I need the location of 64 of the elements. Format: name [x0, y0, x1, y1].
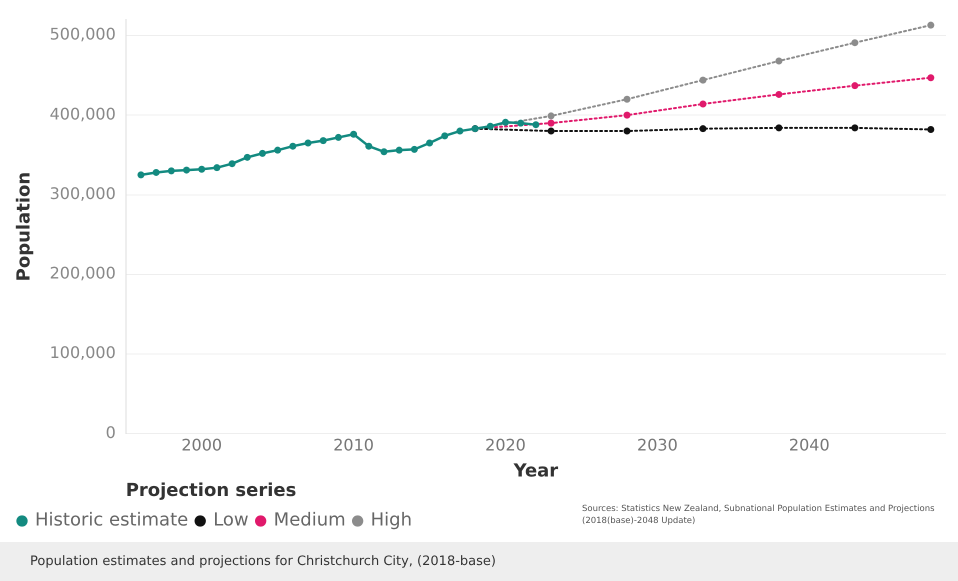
point [699, 76, 706, 84]
point [851, 39, 858, 46]
y-tick-label: 100,000 [50, 343, 116, 362]
point [274, 146, 282, 154]
point [775, 58, 782, 64]
point [152, 168, 160, 176]
text: Population estimates and projections for Christchurch City, (2018-base) [0, 542, 958, 581]
x-tick-label: 2000 [181, 435, 222, 454]
y-tick-label: 200,000 [50, 264, 116, 283]
point [927, 74, 934, 82]
point [699, 125, 706, 132]
point [334, 134, 342, 141]
y-axis-title: Population [13, 172, 34, 282]
point [548, 120, 555, 127]
legend-label: Low [213, 510, 249, 531]
point [624, 96, 631, 103]
point [775, 90, 782, 98]
point [213, 164, 220, 172]
x-tick-label: 2020 [485, 435, 526, 454]
point [228, 160, 236, 168]
point [548, 128, 555, 135]
point [198, 166, 206, 173]
point [365, 142, 372, 150]
point [350, 130, 358, 138]
point [517, 120, 524, 127]
point [532, 121, 540, 128]
y-tick-label: 300,000 [50, 184, 116, 203]
x-tick-label: 2040 [788, 435, 830, 454]
point [380, 148, 388, 156]
legend-title: Projection series [126, 480, 296, 502]
point [851, 82, 858, 90]
source-note: Sources: Statistics New Zealand, Subnational Population Estimates and Projections (2018(base)-2048 Update) [582, 503, 936, 527]
point [137, 171, 144, 178]
x-tick-label: 2030 [637, 435, 678, 454]
point [548, 112, 555, 120]
point [168, 167, 175, 174]
point [486, 122, 494, 130]
point [699, 100, 706, 108]
point [927, 126, 934, 133]
point [624, 128, 631, 135]
y-tick-label: 500,000 [50, 24, 116, 44]
point [927, 22, 934, 29]
point [183, 166, 190, 174]
point [426, 140, 434, 147]
point [502, 118, 510, 126]
point [775, 124, 782, 132]
point [304, 140, 312, 147]
legend-label: Medium [274, 510, 346, 531]
point [244, 154, 251, 161]
point [289, 142, 296, 150]
point [851, 124, 858, 132]
x-tick-label: 2010 [333, 435, 374, 454]
point [624, 112, 631, 119]
point [456, 128, 464, 135]
legend-label: High [370, 510, 412, 531]
point [396, 146, 403, 154]
point [258, 150, 266, 157]
y-tick-label: 400,000 [50, 104, 116, 124]
point [320, 137, 327, 144]
x-axis-title: Year [512, 460, 558, 482]
point [441, 132, 448, 140]
y-tick-label: 0 [106, 422, 116, 442]
point [410, 146, 418, 153]
legend-label: Historic estimate [35, 510, 188, 531]
